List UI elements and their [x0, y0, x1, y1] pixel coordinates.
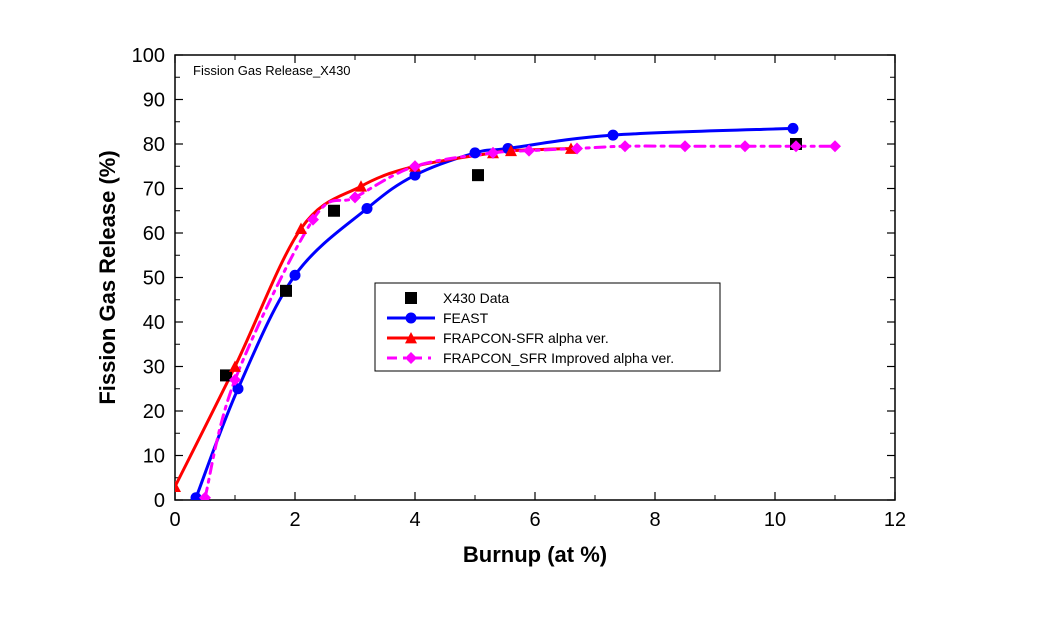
x-tick-label: 0 [169, 509, 180, 531]
legend: X430 Data FEAST FRAPCON-SFR alpha ver. FRAP… [375, 283, 720, 371]
plot-area [175, 55, 895, 500]
chart-svg: 0 2 4 6 8 10 12 Burnup (at %) 0 10 20 30 40 50 60 70 80 9… [0, 0, 1050, 619]
marker-circle [788, 123, 799, 134]
chart-container: 0 2 4 6 8 10 12 Burnup (at %) 0 10 20 30 40 50 60 70 80 9… [0, 0, 1050, 619]
y-tick-label: 90 [143, 90, 165, 112]
x-tick-label: 4 [409, 509, 420, 531]
y-tick-label: 20 [143, 401, 165, 423]
y-tick-label: 80 [143, 134, 165, 156]
y-tick-label: 40 [143, 312, 165, 334]
y-tick-label: 50 [143, 268, 165, 290]
x-tick-label: 8 [649, 509, 660, 531]
marker-circle [470, 147, 481, 158]
y-tick-label: 0 [154, 490, 165, 512]
legend-label: FEAST [443, 310, 489, 326]
x-tick-label: 12 [884, 509, 906, 531]
y-tick-label: 30 [143, 357, 165, 379]
y-axis-label: Fission Gas Release (%) [95, 150, 120, 404]
marker-circle [290, 270, 301, 281]
marker-square [280, 285, 292, 297]
y-tick-label: 70 [143, 179, 165, 201]
marker-circle [406, 313, 417, 324]
legend-label: FRAPCON_SFR Improved alpha ver. [443, 350, 674, 366]
y-tick-label: 60 [143, 223, 165, 245]
x-tick-label: 10 [764, 509, 786, 531]
marker-square [405, 292, 417, 304]
legend-label: X430 Data [443, 290, 509, 306]
marker-square [328, 205, 340, 217]
marker-circle [608, 130, 619, 141]
marker-circle [362, 203, 373, 214]
x-tick-label: 6 [529, 509, 540, 531]
legend-label: FRAPCON-SFR alpha ver. [443, 330, 609, 346]
y-tick-label: 10 [143, 446, 165, 468]
plot-subtitle: Fission Gas Release_X430 [193, 63, 351, 78]
x-tick-label: 2 [289, 509, 300, 531]
y-tick-label: 100 [132, 45, 165, 67]
marker-square [472, 169, 484, 181]
x-axis-label: Burnup (at %) [463, 542, 607, 567]
